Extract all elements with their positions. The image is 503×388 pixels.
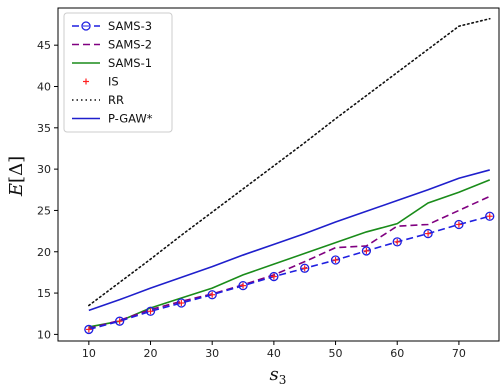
legend-label: IS bbox=[108, 75, 119, 89]
data-point bbox=[485, 211, 495, 221]
data-point bbox=[176, 298, 187, 308]
legend-item-is: IS bbox=[83, 75, 119, 89]
y-axis-label: E[Δ] bbox=[6, 156, 27, 197]
y-tick-label: 15 bbox=[37, 287, 51, 300]
legend-label: SAMS-2 bbox=[108, 38, 152, 52]
x-tick-label: 50 bbox=[329, 347, 343, 360]
series-p-gaw bbox=[88, 169, 490, 312]
series-sams-1 bbox=[88, 179, 491, 328]
series-line-rr bbox=[88, 17, 491, 307]
y-tick-label: 10 bbox=[37, 328, 51, 341]
data-point bbox=[425, 230, 432, 237]
data-point bbox=[116, 318, 123, 325]
axis-ticks: 10 20 30 40 50 60 70 10 15 20 25 30 35 40 45 bbox=[37, 39, 466, 360]
data-point bbox=[330, 255, 341, 265]
series-line-p-gaw bbox=[88, 169, 490, 312]
data-point bbox=[392, 237, 402, 247]
y-tick-label: 45 bbox=[37, 39, 51, 52]
data-point bbox=[238, 280, 248, 291]
y-tick-label: 35 bbox=[37, 122, 51, 135]
data-point bbox=[300, 263, 310, 273]
data-point bbox=[84, 324, 94, 335]
x-tick-label: 20 bbox=[144, 347, 158, 360]
series-line-sams-3 bbox=[88, 215, 490, 331]
data-point bbox=[147, 308, 154, 315]
data-point bbox=[207, 290, 217, 300]
plot-area bbox=[84, 17, 495, 335]
data-point bbox=[115, 316, 125, 326]
data-point bbox=[332, 257, 339, 264]
legend-label: SAMS-1 bbox=[108, 56, 152, 70]
data-point bbox=[394, 238, 401, 245]
legend: SAMS-3 SAMS-2 SAMS-1 IS RR P-GAW* bbox=[63, 12, 173, 133]
y-tick-label: 40 bbox=[37, 80, 51, 93]
series-sams-2 bbox=[88, 195, 491, 330]
y-tick-label: 25 bbox=[37, 204, 51, 217]
data-point bbox=[85, 326, 92, 333]
series-line-sams-1 bbox=[88, 179, 491, 328]
data-point bbox=[363, 247, 370, 254]
data-point bbox=[454, 219, 464, 230]
data-point bbox=[269, 271, 279, 282]
legend-item-rr: RR bbox=[72, 93, 124, 107]
legend-label: SAMS-3 bbox=[108, 19, 152, 33]
legend-item-sams-1: SAMS-1 bbox=[72, 56, 152, 70]
legend-box bbox=[63, 12, 173, 133]
data-point bbox=[240, 282, 247, 289]
legend-item-p-gaw: P-GAW* bbox=[72, 112, 153, 126]
x-tick-label: 40 bbox=[267, 347, 281, 360]
data-point bbox=[361, 246, 372, 256]
x-axis-label: s3 bbox=[270, 364, 287, 387]
legend-item-sams-2: SAMS-2 bbox=[72, 38, 152, 52]
series-sams-3 bbox=[84, 211, 495, 335]
data-point bbox=[423, 228, 433, 239]
series-line-sams-2 bbox=[88, 195, 491, 330]
y-tick-label: 30 bbox=[37, 163, 51, 176]
x-tick-label: 70 bbox=[452, 347, 466, 360]
data-point bbox=[486, 213, 493, 220]
data-point bbox=[209, 291, 216, 298]
x-tick-label: 10 bbox=[82, 347, 96, 360]
x-tick-label: 30 bbox=[205, 347, 219, 360]
data-point bbox=[178, 299, 185, 306]
data-point bbox=[301, 265, 308, 272]
y-tick-label: 20 bbox=[37, 246, 51, 259]
legend-label: P-GAW* bbox=[108, 112, 153, 126]
legend-item-sams-3: SAMS-3 bbox=[72, 19, 152, 33]
plot-frame bbox=[57, 7, 500, 342]
data-point bbox=[270, 273, 277, 280]
data-point bbox=[455, 221, 462, 228]
data-point bbox=[145, 306, 156, 316]
x-tick-label: 60 bbox=[390, 347, 404, 360]
series-is bbox=[85, 213, 493, 333]
series-rr bbox=[88, 17, 491, 307]
legend-label: RR bbox=[108, 93, 124, 107]
